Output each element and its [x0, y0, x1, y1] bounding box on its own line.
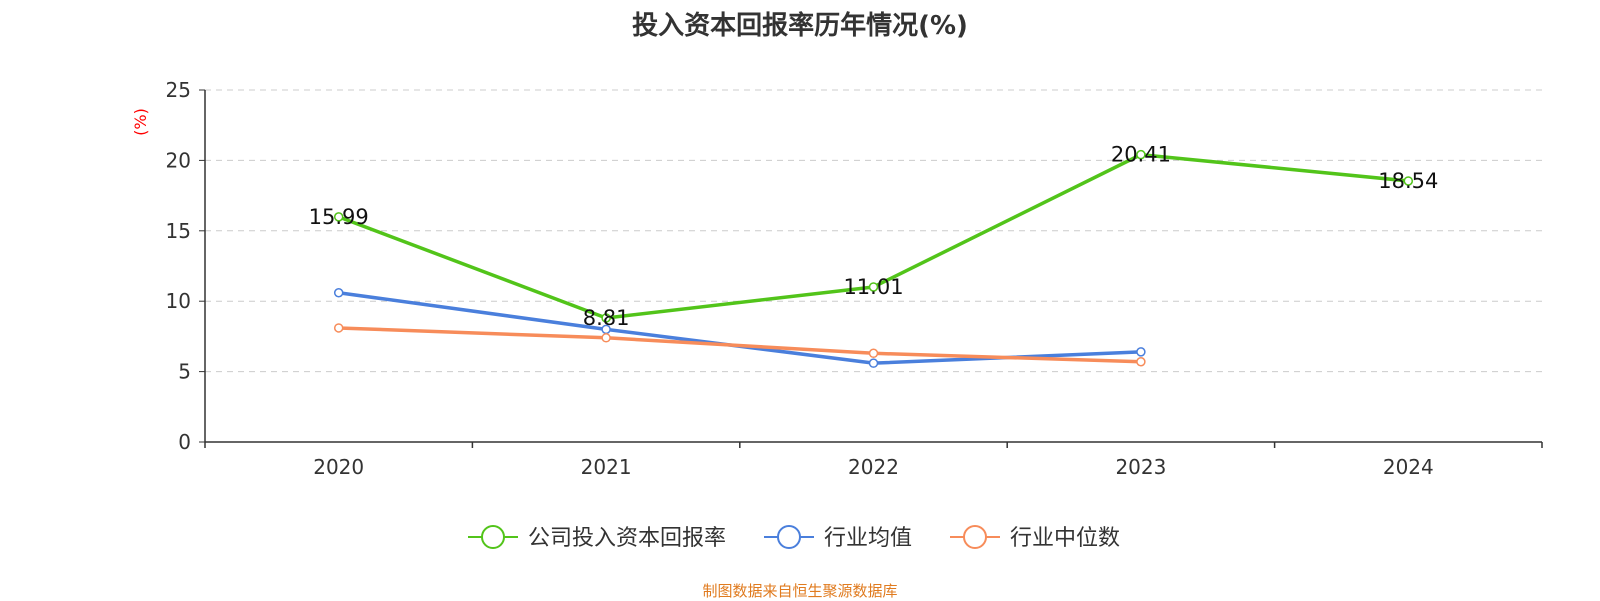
legend-label: 公司投入资本回报率: [528, 526, 726, 551]
series-line: [338, 326, 1141, 364]
x-tick-label: 2021: [581, 455, 632, 479]
legend-label: 行业中位数: [1010, 526, 1120, 551]
data-labels: 15.99 8.81 11.01 20.41 18.54: [309, 143, 1439, 330]
x-tick-label: 2020: [313, 455, 364, 479]
x-tick-label: 2024: [1383, 455, 1434, 479]
data-label: 15.99: [309, 205, 369, 229]
y-tick-label: 15: [166, 219, 191, 243]
y-tick-labels: 0 5 10 15 20 25: [166, 78, 191, 454]
legend-item: 公司投入资本回报率: [468, 525, 726, 551]
grid-lines: [205, 89, 1542, 373]
data-label: 8.81: [583, 306, 630, 330]
chart-title: 投入资本回报率历年情况(%): [632, 11, 968, 41]
data-point: [601, 333, 611, 343]
legend-label: 行业均值: [824, 526, 912, 551]
data-point: [333, 288, 344, 298]
legend-marker: [481, 525, 505, 549]
x-tick-label: 2023: [1115, 455, 1166, 479]
data-label: 11.01: [843, 275, 903, 299]
data-point: [868, 358, 879, 368]
data-point: [1136, 347, 1146, 357]
axes: [199, 89, 1543, 448]
data-point: [868, 348, 879, 359]
source-note: 制图数据来自恒生聚源数据库: [702, 582, 898, 600]
series-points: [333, 149, 1414, 368]
series-lines: [338, 152, 1409, 365]
y-tick-label: 25: [166, 78, 191, 102]
data-label: 20.41: [1111, 143, 1171, 167]
data-point: [868, 282, 879, 292]
data-point: [333, 212, 344, 222]
x-tick-labels: 2020 2021 2022 2023 2024: [313, 455, 1434, 479]
data-point: [1136, 356, 1146, 367]
legend-marker: [777, 525, 801, 549]
data-point: [601, 313, 611, 323]
legend-item: 行业均值: [764, 525, 912, 551]
y-tick-label: 5: [178, 360, 191, 384]
data-label: 18.54: [1378, 169, 1438, 193]
y-tick-label: 0: [178, 430, 191, 454]
legend-marker: [963, 525, 987, 549]
data-point: [1136, 149, 1146, 160]
legend-item: 行业中位数: [950, 525, 1120, 551]
legend: 公司投入资本回报率 行业均值 行业中位数: [468, 525, 1120, 551]
x-tick-label: 2022: [848, 455, 899, 479]
data-point: [333, 323, 344, 333]
y-tick-label: 10: [166, 289, 191, 313]
y-axis-label: (%): [131, 108, 150, 136]
data-point: [1403, 176, 1414, 186]
y-tick-label: 20: [166, 148, 191, 172]
